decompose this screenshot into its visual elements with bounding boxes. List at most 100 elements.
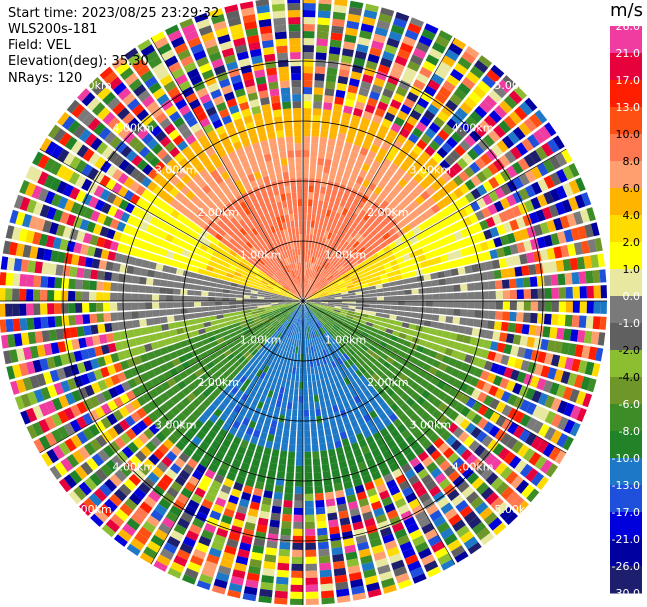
range-gate bbox=[356, 270, 364, 277]
range-gate bbox=[409, 210, 419, 220]
range-gate bbox=[294, 310, 298, 317]
range-gate bbox=[307, 325, 310, 333]
range-gate bbox=[237, 445, 247, 455]
range-gate bbox=[410, 200, 420, 210]
range-gate bbox=[389, 374, 399, 383]
range-gate bbox=[542, 206, 553, 220]
range-gate bbox=[299, 374, 303, 382]
range-gate bbox=[549, 155, 561, 170]
range-gate bbox=[332, 110, 342, 119]
range-gate bbox=[264, 396, 272, 405]
range-gate bbox=[340, 55, 353, 64]
range-gate bbox=[487, 203, 498, 215]
range-gate bbox=[396, 285, 405, 291]
range-gate bbox=[318, 3, 332, 12]
range-gate bbox=[327, 276, 335, 282]
range-gate bbox=[459, 530, 474, 544]
range-gate bbox=[251, 339, 259, 346]
range-gate bbox=[282, 328, 287, 335]
range-gate bbox=[300, 354, 303, 361]
range-gate bbox=[537, 301, 545, 312]
range-gate bbox=[539, 249, 549, 261]
range-gate bbox=[334, 574, 348, 584]
range-gate bbox=[399, 373, 409, 382]
range-gate bbox=[156, 479, 169, 492]
range-gate bbox=[555, 259, 565, 272]
range-gate bbox=[324, 246, 330, 254]
range-gate bbox=[436, 147, 448, 159]
range-gate bbox=[376, 483, 388, 494]
range-gate bbox=[336, 254, 343, 262]
range-gate bbox=[388, 339, 397, 347]
range-gate bbox=[327, 512, 338, 521]
range-gate bbox=[432, 301, 440, 307]
range-gate bbox=[232, 436, 242, 446]
range-gate bbox=[409, 440, 421, 451]
range-gate bbox=[493, 321, 502, 331]
range-gate bbox=[361, 230, 370, 239]
range-gate bbox=[355, 377, 363, 386]
range-gate bbox=[182, 463, 195, 475]
range-gate bbox=[299, 332, 302, 340]
range-gate bbox=[267, 314, 275, 319]
range-gate bbox=[524, 97, 538, 112]
range-gate bbox=[285, 329, 290, 337]
range-gate bbox=[305, 570, 318, 578]
range-gate bbox=[336, 228, 343, 237]
range-gate bbox=[223, 406, 233, 416]
range-gate bbox=[354, 361, 362, 369]
range-gate bbox=[313, 296, 321, 299]
range-gate bbox=[230, 377, 239, 386]
range-gate bbox=[218, 341, 227, 349]
range-gate bbox=[383, 305, 391, 310]
range-gate bbox=[266, 367, 273, 375]
range-gate bbox=[277, 562, 290, 571]
range-gate bbox=[142, 415, 153, 427]
range-gate bbox=[312, 280, 318, 287]
range-gate bbox=[363, 568, 377, 579]
range-gate bbox=[338, 184, 346, 193]
range-gate bbox=[179, 542, 194, 555]
range-gate bbox=[299, 311, 302, 319]
range-gate bbox=[307, 299, 314, 301]
range-gate bbox=[358, 209, 367, 218]
range-gate bbox=[176, 327, 185, 335]
range-gate bbox=[142, 403, 153, 415]
range-gate bbox=[209, 315, 217, 321]
range-gate bbox=[321, 364, 326, 373]
range-gate bbox=[228, 494, 239, 505]
range-gate bbox=[553, 246, 563, 259]
range-gate bbox=[250, 435, 259, 445]
range-gate bbox=[350, 356, 358, 364]
range-gate bbox=[429, 485, 442, 497]
range-gate bbox=[313, 304, 320, 309]
range-gate bbox=[166, 486, 179, 499]
range-gate bbox=[400, 145, 411, 156]
range-gate bbox=[208, 296, 216, 301]
range-gate bbox=[270, 368, 277, 377]
range-gate bbox=[358, 246, 366, 254]
range-gate bbox=[258, 467, 268, 477]
range-gate bbox=[369, 297, 377, 301]
range-gate bbox=[288, 451, 296, 459]
range-gate bbox=[270, 455, 279, 464]
range-gate bbox=[448, 470, 461, 483]
range-gate bbox=[317, 157, 325, 166]
range-gate bbox=[431, 232, 441, 242]
range-gate bbox=[469, 161, 481, 174]
range-gate bbox=[346, 20, 360, 30]
range-gate bbox=[263, 373, 271, 382]
range-gate bbox=[243, 485, 253, 495]
range-gate bbox=[246, 515, 258, 524]
range-gate bbox=[400, 382, 410, 392]
range-gate bbox=[538, 408, 550, 422]
range-gate bbox=[303, 333, 305, 340]
range-gate bbox=[255, 445, 264, 454]
range-gate bbox=[274, 597, 288, 605]
range-gate bbox=[412, 47, 427, 60]
range-gate bbox=[435, 263, 444, 272]
range-gate bbox=[549, 188, 561, 202]
range-gate bbox=[500, 466, 513, 480]
range-gate bbox=[197, 268, 206, 275]
range-gate bbox=[305, 304, 310, 310]
